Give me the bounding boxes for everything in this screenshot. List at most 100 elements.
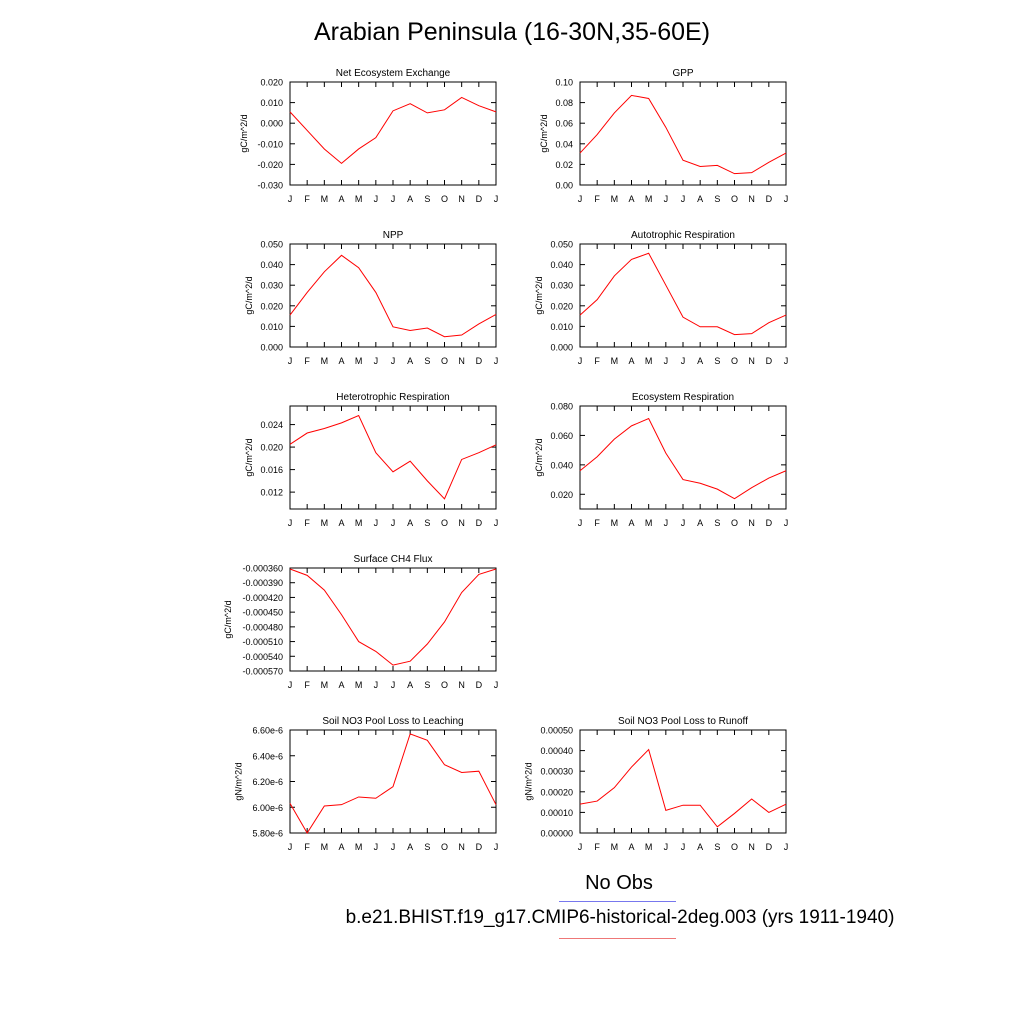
y-tick-label: 0.00040 [540,746,573,756]
y-tick-label: 0.00010 [540,808,573,818]
x-tick-label: A [697,842,703,852]
x-tick-label: N [748,194,755,204]
x-tick-label: M [645,356,653,366]
x-tick-label: J [681,356,686,366]
x-tick-label: J [681,194,686,204]
x-tick-label: O [441,680,448,690]
x-tick-label: O [731,518,738,528]
x-tick-label: F [594,356,600,366]
y-tick-label: 0.060 [550,431,573,441]
x-tick-label: J [391,842,396,852]
y-tick-label: -0.000360 [242,564,283,574]
x-tick-label: D [476,356,483,366]
y-tick-label: 0.00000 [540,829,573,839]
x-tick-label: M [355,518,363,528]
x-tick-label: F [594,194,600,204]
x-tick-label: F [304,518,310,528]
x-tick-label: A [407,356,413,366]
chart-title: NPP [383,230,404,241]
x-tick-label: O [731,194,738,204]
y-tick-label: 0.020 [260,443,283,453]
y-tick-label: 0.030 [550,281,573,291]
x-tick-label: J [494,842,499,852]
y-tick-label: 0.080 [550,402,573,412]
x-tick-label: A [697,356,703,366]
x-tick-label: N [748,518,755,528]
y-tick-label: 5.80e-6 [252,829,283,839]
plot-frame [289,729,497,834]
series-line [289,414,497,500]
x-tick-label: M [321,194,329,204]
x-tick-label: J [494,518,499,528]
series-line [289,96,497,165]
x-tick-label: S [714,356,720,366]
x-tick-label: N [458,842,465,852]
y-tick-label: -0.000570 [242,667,283,677]
x-tick-label: J [681,842,686,852]
x-tick-label: M [355,356,363,366]
chart-title: Soil NO3 Pool Loss to Runoff [618,716,748,727]
y-tick-label: -0.000450 [242,608,283,618]
x-tick-label: J [374,680,379,690]
x-tick-label: O [441,194,448,204]
plot-frame [289,243,497,348]
y-axis-label: gC/m^2/d [244,276,254,314]
plot-frame [579,729,787,834]
y-axis-label: gC/m^2/d [244,438,254,476]
x-tick-label: M [321,680,329,690]
y-tick-label: 0.040 [260,260,283,270]
y-axis-label: gC/m^2/d [534,276,544,314]
x-tick-label: J [288,842,293,852]
y-tick-label: 6.40e-6 [252,751,283,761]
chart-title: Soil NO3 Pool Loss to Leaching [322,716,463,727]
x-tick-label: J [288,356,293,366]
series-line [289,733,497,834]
x-tick-label: M [611,356,619,366]
x-tick-label: J [664,194,669,204]
y-tick-label: 0.020 [550,490,573,500]
y-tick-label: 0.010 [260,322,283,332]
x-tick-label: F [304,680,310,690]
y-tick-label: -0.020 [257,160,283,170]
x-tick-label: S [424,356,430,366]
y-tick-label: 0.012 [260,488,283,498]
x-tick-label: N [458,194,465,204]
y-tick-label: 0.08 [555,98,573,108]
y-tick-label: 0.024 [260,420,283,430]
x-tick-label: A [697,518,703,528]
x-tick-label: S [424,194,430,204]
plot-frame [579,81,787,186]
x-tick-label: M [611,842,619,852]
y-tick-label: 6.20e-6 [252,777,283,787]
y-tick-label: 0.10 [555,78,573,88]
x-tick-label: M [355,194,363,204]
y-tick-label: 0.010 [550,322,573,332]
y-tick-label: 0.050 [260,240,283,250]
x-tick-label: D [766,194,773,204]
plot-frame [289,405,497,510]
series-line [579,94,787,175]
x-tick-label: A [338,194,344,204]
x-tick-label: D [476,194,483,204]
x-tick-label: O [731,356,738,366]
y-tick-label: -0.000420 [242,593,283,603]
legend-obs-label: No Obs [585,872,653,894]
x-tick-label: F [304,842,310,852]
x-tick-label: O [441,842,448,852]
y-tick-label: -0.000480 [242,622,283,632]
series-line [289,568,497,666]
y-axis-label: gC/m^2/d [239,114,249,152]
x-tick-label: M [611,194,619,204]
x-tick-label: A [338,356,344,366]
y-tick-label: 6.60e-6 [252,726,283,736]
y-tick-label: 0.040 [550,460,573,470]
x-tick-label: J [784,356,789,366]
y-tick-label: 0.000 [260,343,283,353]
x-tick-label: M [321,518,329,528]
series-line [579,417,787,500]
x-tick-label: N [458,356,465,366]
x-tick-label: J [664,842,669,852]
